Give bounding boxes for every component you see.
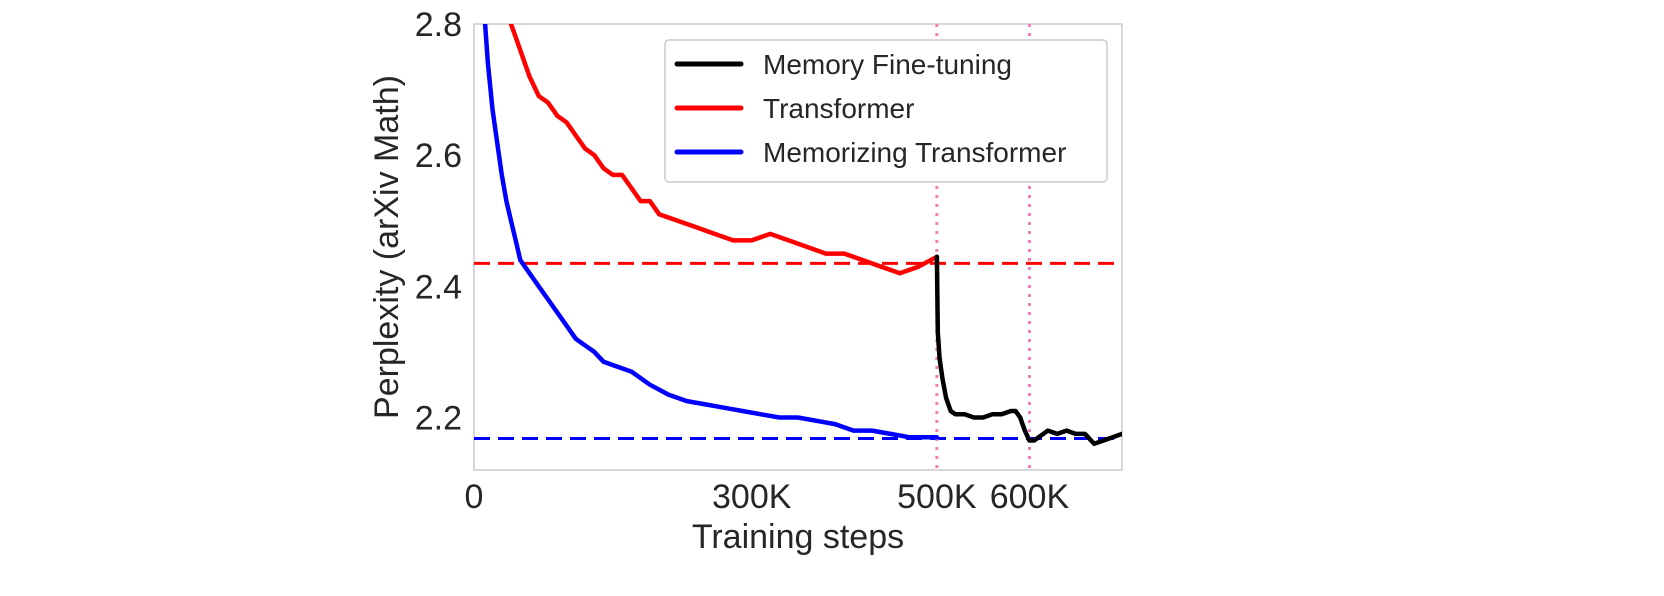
y-tick-label: 2.4 [415, 268, 462, 306]
x-tick-label: 500K [897, 478, 977, 516]
series-line-memory-fine-tuning [934, 254, 1122, 447]
y-tick-label: 2.8 [415, 6, 462, 44]
y-tick-label: 2.2 [415, 400, 462, 438]
y-axis-label: Perplexity (arXiv Math) [368, 75, 406, 419]
x-axis-label: Training steps [692, 518, 904, 556]
legend-entry-label: Memory Fine-tuning [763, 49, 1012, 80]
x-tick-label: 600K [990, 478, 1070, 516]
y-axis-ticks: 2.2 2.4 2.6 2.8 [415, 6, 462, 438]
x-tick-label: 300K [712, 478, 792, 516]
legend-box [664, 39, 1108, 183]
legend: Memory Fine-tuning Transformer Memorizing … [664, 39, 1108, 183]
legend-entry-label: Transformer [763, 93, 914, 124]
y-tick-label: 2.6 [415, 137, 462, 175]
x-tick-label: 0 [465, 478, 484, 516]
x-axis-ticks: 0 300K 500K 600K [465, 478, 1070, 516]
legend-entry-label: Memorizing Transformer [763, 137, 1066, 168]
series-layer [482, 24, 1122, 447]
series-line-transformer [508, 24, 940, 276]
series-line-memorizing-transformer [482, 24, 940, 440]
